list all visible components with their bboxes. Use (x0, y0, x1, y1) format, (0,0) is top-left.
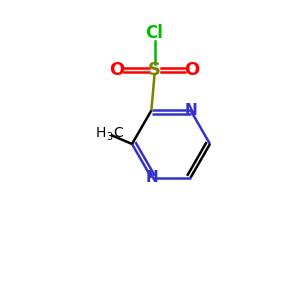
Text: Cl: Cl (146, 24, 164, 42)
Text: O: O (110, 61, 124, 79)
Text: H: H (95, 126, 106, 140)
Text: C: C (113, 126, 123, 140)
Text: S: S (148, 61, 161, 79)
Text: 3: 3 (106, 132, 112, 142)
Text: N: N (145, 170, 158, 185)
Text: O: O (184, 61, 200, 79)
Text: N: N (184, 103, 197, 118)
